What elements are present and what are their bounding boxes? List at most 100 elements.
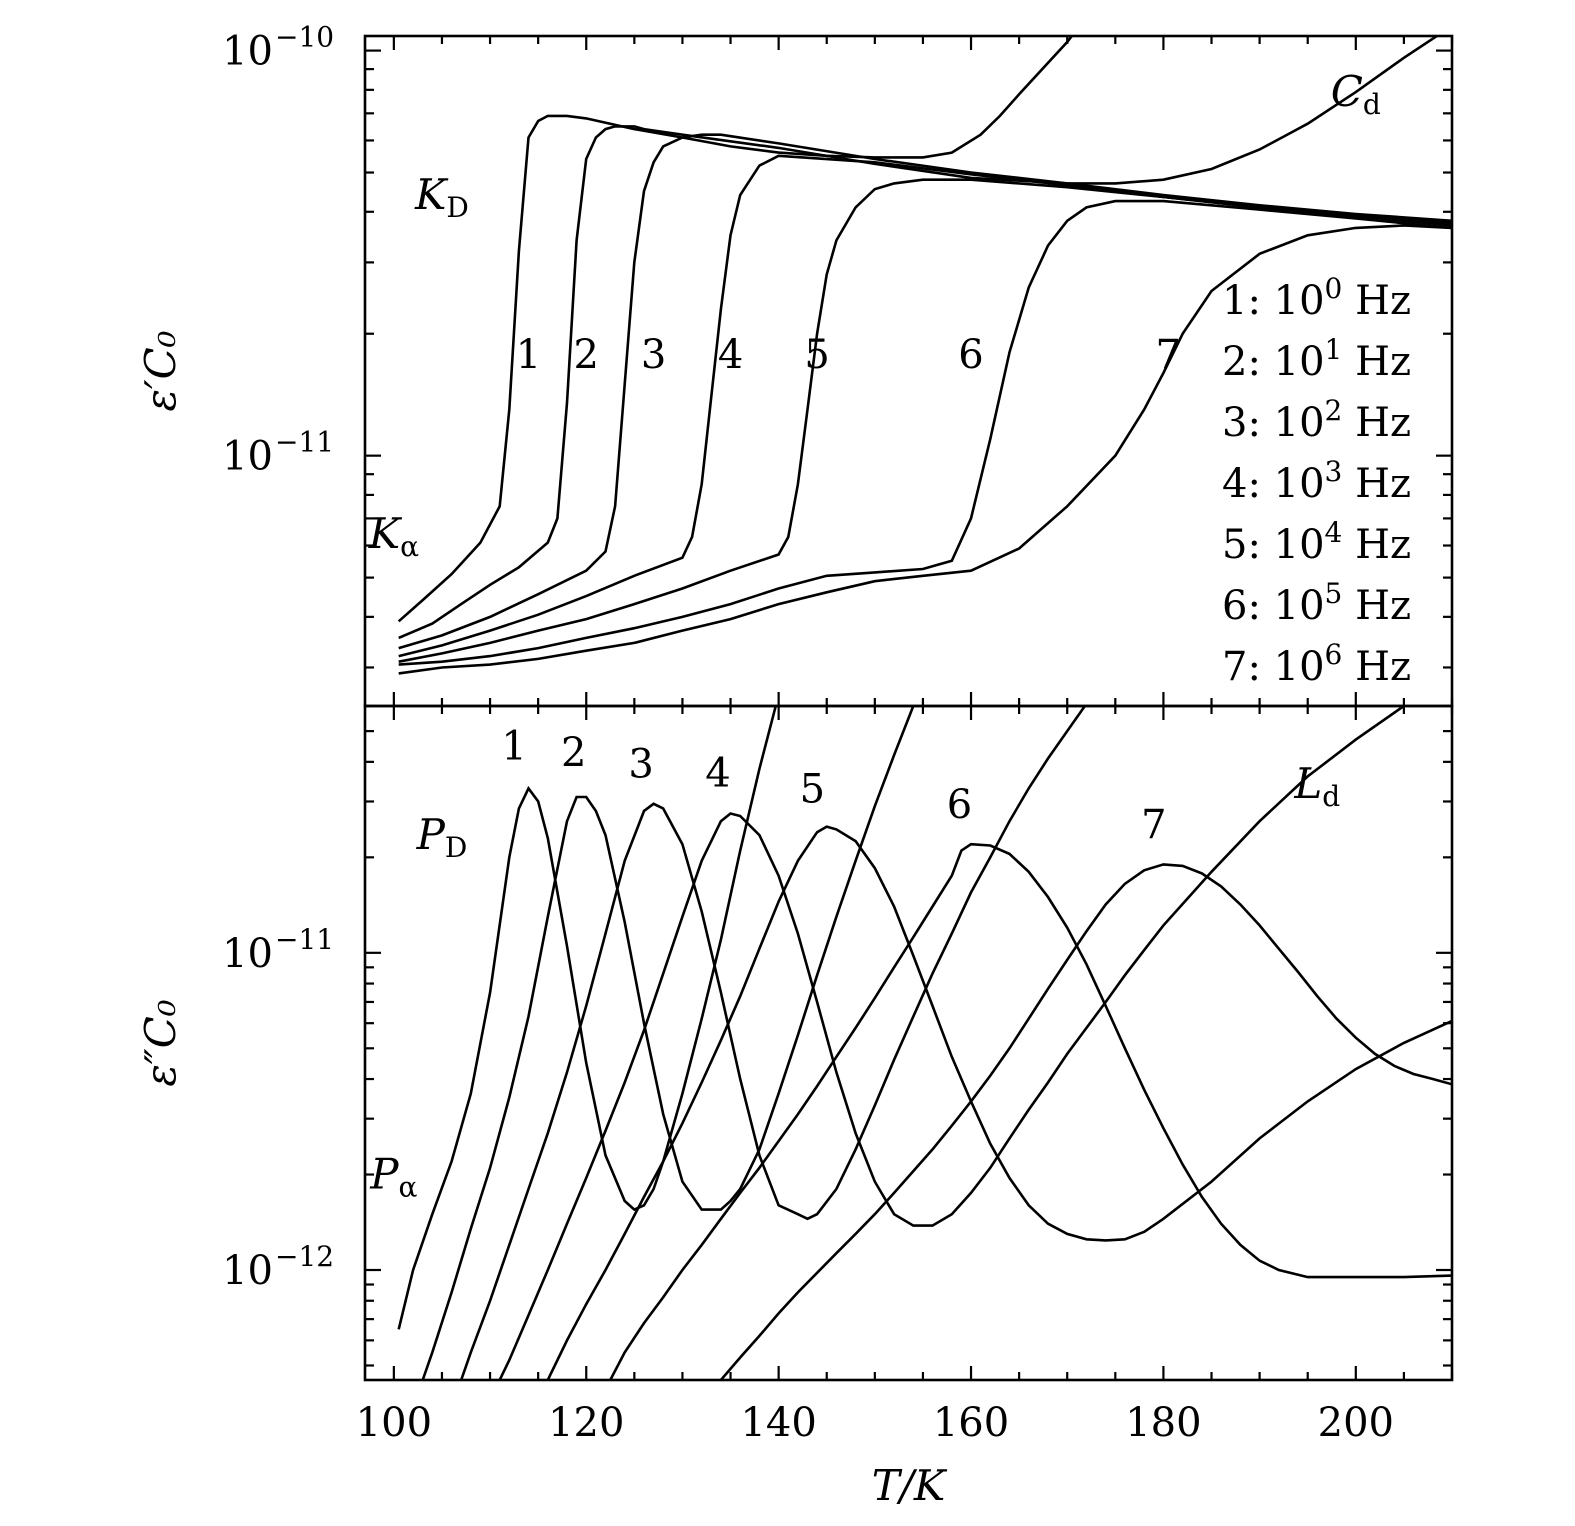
top-series-5-line <box>398 178 1452 663</box>
legend-entry-3: 3: 102 Hz <box>1222 394 1411 446</box>
bottom-y-tick-exponent: −11 <box>275 923 334 956</box>
bottom-y-tick-label: 10 <box>222 931 273 977</box>
annotation-base: K <box>368 509 403 558</box>
legend-unit: Hz <box>1342 461 1411 507</box>
x-tick-label: 100 <box>356 1400 432 1446</box>
bottom-plot-frame <box>363 704 1454 1382</box>
bottom-curves <box>397 706 1452 1380</box>
tick-base: 10 <box>222 1248 273 1294</box>
top-y-tick-label: 10 <box>222 29 273 75</box>
legend-unit: Hz <box>1342 583 1411 629</box>
annotation-base: P <box>416 810 446 859</box>
x-tick-label: 180 <box>1125 1400 1201 1446</box>
legend-exponent: 2 <box>1325 394 1343 427</box>
top-legend: 1: 100 Hz2: 101 Hz3: 102 Hz4: 103 Hz5: 1… <box>1222 272 1411 690</box>
tick-base: 10 <box>222 29 273 75</box>
bottom-y-tick-label: 10 <box>222 1248 273 1294</box>
legend-unit: Hz <box>1342 339 1411 385</box>
top-curve-label-2: 2 <box>574 332 599 378</box>
tick-base: 10 <box>222 434 273 480</box>
top-curve-label-6: 6 <box>958 332 983 378</box>
legend-exponent: 0 <box>1325 272 1343 305</box>
tick-base: 10 <box>222 931 273 977</box>
bottom-curve-label-7: 7 <box>1141 802 1166 848</box>
bottom-curve-label-5: 5 <box>800 766 825 812</box>
top-curve-label-3: 3 <box>641 332 666 378</box>
annotation-subscript: d <box>1322 780 1340 813</box>
annotation-base: L <box>1293 759 1322 808</box>
legend-unit: Hz <box>1342 278 1411 324</box>
legend-entry-7: 7: 106 Hz <box>1222 638 1411 690</box>
x-axis-label: T/K <box>872 1461 948 1510</box>
legend-exponent: 3 <box>1325 455 1343 488</box>
top-curve-label-1: 1 <box>516 332 541 378</box>
legend-unit: Hz <box>1342 522 1411 568</box>
legend-exponent: 1 <box>1325 333 1343 366</box>
x-tick-label: 120 <box>548 1400 624 1446</box>
annotation-subscript: α <box>399 1171 418 1204</box>
annotation-subscript: α <box>400 530 419 563</box>
bottom-annotation-Pa: Pα <box>369 1150 417 1204</box>
legend-entry-5: 5: 104 Hz <box>1222 516 1411 568</box>
bottom-annotation-PD: PD <box>416 810 468 864</box>
legend-freq: 4: 10 <box>1222 461 1325 507</box>
x-tick-label: 160 <box>933 1400 1009 1446</box>
top-series-2-line <box>398 36 1440 640</box>
top-y-tick-exponent: −11 <box>275 426 334 459</box>
legend-freq: 5: 10 <box>1222 522 1325 568</box>
legend-entry-1: 1: 100 Hz <box>1222 272 1411 324</box>
bottom-y-tick-exponent: −12 <box>275 1240 334 1273</box>
bottom-curve-label-3: 3 <box>628 742 653 788</box>
legend-freq: 7: 10 <box>1222 644 1325 690</box>
bottom-series-2-line <box>421 706 915 1380</box>
top-y-tick-label: 10 <box>222 434 273 480</box>
legend-entry-4: 4: 103 Hz <box>1222 455 1411 507</box>
annotation-subscript: D <box>445 831 467 864</box>
bottom-series-4-line <box>498 706 1407 1380</box>
bottom-series-3-line <box>459 706 1087 1380</box>
bottom-curve-label-6: 6 <box>947 782 972 828</box>
top-curve-label-7: 7 <box>1155 332 1180 378</box>
top-series-3-line <box>398 133 1452 650</box>
top-curves <box>397 36 1452 675</box>
top-y-axis-label: ε′C₀ <box>136 330 185 411</box>
x-tick-label: 200 <box>1318 1400 1394 1446</box>
top-curve-label-4: 4 <box>718 332 743 378</box>
bottom-series-5-line <box>546 825 1452 1380</box>
top-series-1-line <box>397 36 1074 623</box>
top-series-6-line <box>398 199 1452 666</box>
legend-entry-6: 6: 105 Hz <box>1222 577 1411 629</box>
bottom-series-6-line <box>609 842 1452 1380</box>
annotation-subscript: d <box>1363 88 1381 121</box>
legend-unit: Hz <box>1342 644 1411 690</box>
annotation-base: C <box>1331 67 1363 116</box>
top-series-7-line <box>398 224 1452 675</box>
top-annotation-Ka: Kα <box>368 509 419 563</box>
top-annotation-KD: KD <box>414 170 469 224</box>
legend-entry-2: 2: 101 Hz <box>1222 333 1411 385</box>
legend-unit: Hz <box>1342 400 1411 446</box>
annotation-base: K <box>414 170 449 219</box>
bottom-series-7-line <box>719 863 1452 1380</box>
top-annotation-Cd: Cd <box>1331 67 1381 121</box>
legend-exponent: 5 <box>1325 577 1343 610</box>
legend-freq: 1: 10 <box>1222 278 1325 324</box>
annotation-base: P <box>369 1150 399 1199</box>
legend-exponent: 4 <box>1325 516 1343 549</box>
top-curve-label-5: 5 <box>804 332 829 378</box>
bottom-series-1-line <box>397 706 778 1330</box>
x-tick-label: 140 <box>740 1400 816 1446</box>
annotation-subscript: D <box>446 191 468 224</box>
bottom-annotation-Ld: Ld <box>1293 759 1340 813</box>
legend-freq: 6: 10 <box>1222 583 1325 629</box>
legend-freq: 2: 10 <box>1222 339 1325 385</box>
legend-freq: 3: 10 <box>1222 400 1325 446</box>
bottom-curve-label-2: 2 <box>561 730 586 776</box>
legend-exponent: 6 <box>1325 638 1343 671</box>
bottom-curve-label-4: 4 <box>705 751 730 797</box>
bottom-y-axis-label: ε″C₀ <box>136 999 185 1086</box>
top-y-tick-exponent: −10 <box>275 21 334 54</box>
